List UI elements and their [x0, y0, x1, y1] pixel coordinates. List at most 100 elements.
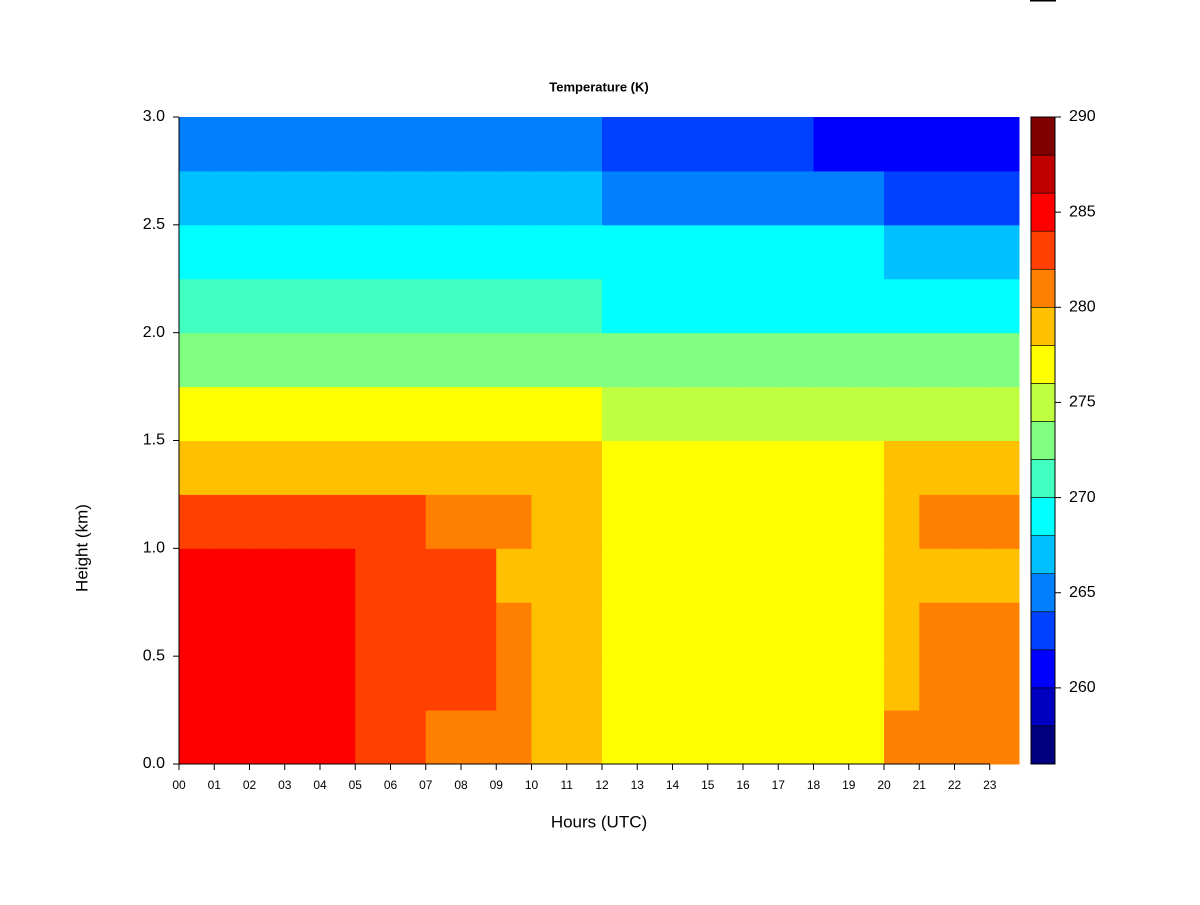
heat-cell: [919, 278, 955, 334]
heat-cell: [672, 224, 709, 280]
heat-cell: [637, 117, 673, 172]
heat-cell: [566, 494, 603, 549]
heat-cell: [989, 170, 1020, 226]
heat-cell: [672, 710, 709, 765]
heat-cell: [989, 278, 1020, 334]
x-axis-label: Hours (UTC): [551, 812, 647, 831]
heat-cell: [319, 117, 356, 172]
x-tick-label: 22: [948, 778, 962, 792]
heat-cell: [355, 117, 391, 172]
heat-cell: [778, 117, 814, 172]
heat-cell: [672, 494, 709, 549]
heat-cell: [460, 494, 497, 549]
heat-cell: [355, 170, 391, 226]
heat-cell: [179, 602, 215, 657]
x-tick-label: 09: [490, 778, 504, 792]
heat-cell: [531, 710, 568, 765]
y-tick-label: 2.5: [143, 216, 165, 233]
heat-cell: [179, 440, 215, 495]
heat-cell: [707, 548, 744, 603]
heat-cell: [319, 494, 356, 549]
heat-cell: [778, 332, 814, 388]
heat-cell: [319, 440, 356, 495]
heat-cell: [601, 494, 638, 549]
x-tick-label: 21: [913, 778, 927, 792]
heat-cell: [319, 278, 356, 334]
colorbar-tick-label: 260: [1069, 679, 1096, 696]
heat-cell: [496, 548, 532, 603]
heat-cell: [284, 117, 321, 172]
heat-cell: [848, 224, 885, 280]
heat-cell: [707, 602, 744, 657]
x-tick-label: 12: [595, 778, 609, 792]
heat-cell: [883, 386, 920, 441]
heat-cell: [390, 548, 427, 603]
x-tick-label: 02: [243, 778, 257, 792]
heat-cell: [813, 386, 850, 441]
heat-cell: [566, 656, 603, 711]
chart-title: Temperature (K): [549, 79, 648, 94]
heat-cell: [249, 710, 286, 765]
heat-cell: [742, 224, 779, 280]
heat-cell: [355, 224, 391, 280]
heat-cell: [637, 440, 673, 495]
heat-cell: [637, 278, 673, 334]
heat-cell: [460, 710, 497, 765]
heat-cell: [460, 117, 497, 172]
y-tick-label: 3.0: [143, 108, 165, 125]
heat-cell: [566, 117, 603, 172]
heat-cell: [742, 494, 779, 549]
colorbar-tick-label: 285: [1069, 203, 1096, 220]
heat-cell: [672, 170, 709, 226]
heat-cell: [707, 386, 744, 441]
heat-cell: [813, 117, 850, 172]
heat-cell: [319, 224, 356, 280]
heat-cell: [496, 440, 532, 495]
heat-cell: [249, 602, 286, 657]
heat-cell: [919, 494, 955, 549]
heat-cell: [284, 170, 321, 226]
heat-cell: [919, 117, 955, 172]
heat-cell: [601, 602, 638, 657]
heat-cell: [954, 710, 991, 765]
heat-cell: [778, 548, 814, 603]
heat-cell: [425, 548, 462, 603]
heat-cell: [179, 494, 215, 549]
heat-cell: [919, 224, 955, 280]
heat-cell: [778, 440, 814, 495]
heat-cell: [848, 440, 885, 495]
heat-cell: [319, 170, 356, 226]
heat-cell: [179, 170, 215, 226]
heat-cell: [284, 548, 321, 603]
colorbar-frame: [1030, 116, 1056, 765]
heat-cell: [390, 332, 427, 388]
heat-cell: [989, 386, 1020, 441]
heat-cell: [496, 224, 532, 280]
heat-cell: [919, 332, 955, 388]
heat-cell: [531, 656, 568, 711]
heat-cell: [989, 656, 1020, 711]
heat-cell: [672, 117, 709, 172]
heat-cell: [601, 278, 638, 334]
heat-cell: [460, 548, 497, 603]
heat-cell: [355, 548, 391, 603]
x-tick-label: 01: [208, 778, 222, 792]
heat-cell: [425, 440, 462, 495]
heat-cell: [214, 440, 250, 495]
heat-cell: [249, 440, 286, 495]
heat-cell: [390, 117, 427, 172]
colorbar-tick-label: 280: [1069, 299, 1096, 316]
x-tick-label: 05: [349, 778, 363, 792]
heat-cell: [179, 278, 215, 334]
heat-cell: [496, 170, 532, 226]
heat-cell: [637, 170, 673, 226]
heat-cell: [883, 440, 920, 495]
heat-cell: [883, 710, 920, 765]
heat-cell: [637, 710, 673, 765]
colorbar-band: [1030, 154, 1056, 194]
y-tick-label: 2.0: [143, 324, 165, 341]
colorbar-band: [1030, 116, 1056, 156]
y-tick-label: 0.0: [143, 755, 165, 772]
heat-cell: [425, 710, 462, 765]
